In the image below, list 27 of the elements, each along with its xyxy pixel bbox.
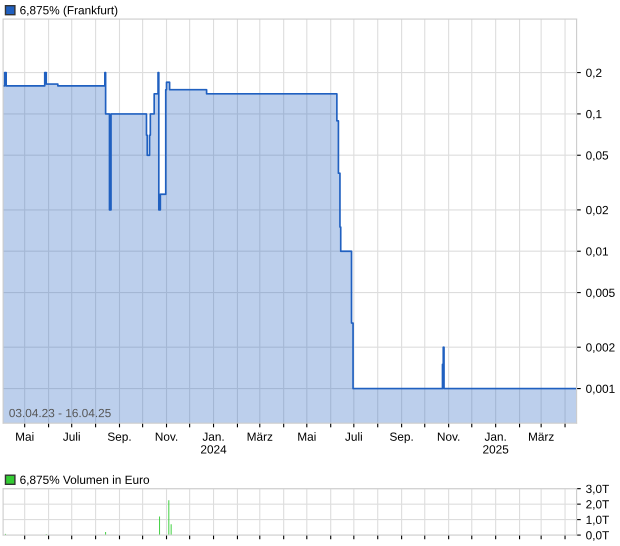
legend-label: 6,875% Volumen in Euro — [20, 475, 150, 486]
y-tick-label: 0,001 — [586, 384, 615, 394]
y-tick-label: 0,005 — [586, 288, 615, 298]
x-tick-label: Juli — [345, 432, 362, 441]
y-tick-label: 0,1 — [586, 110, 602, 120]
y-tick-label: 2,0T — [586, 500, 609, 510]
x-tick-label: Sep. — [390, 432, 413, 444]
y-tick-label: 0,01 — [586, 247, 608, 258]
x-tick-label: Nov. — [156, 432, 178, 441]
y-tick-label: 1,0T — [586, 516, 609, 526]
x-tick-label: März — [248, 432, 272, 441]
x-tick-label: März — [528, 432, 554, 441]
y-tick-label: 0,05 — [586, 151, 608, 162]
x-tick-label: Mai — [16, 432, 34, 441]
annotation: 03.04.23 - 16.04.25 — [9, 408, 111, 418]
x-tick-label: Sep. — [108, 432, 131, 444]
y-tick-label: 0,02 — [586, 206, 608, 216]
legend-label: 6,875% (Frankfurt) — [20, 6, 118, 17]
x-tick-label: Mai — [298, 432, 316, 441]
x-tick-label: Jan. 2025 — [483, 432, 508, 454]
x-tick-label: Jan. 2024 — [201, 432, 226, 454]
y-tick-label: 0,002 — [586, 343, 615, 354]
x-tick-label: Juli — [63, 432, 80, 441]
y-tick-label: 0,2 — [586, 68, 602, 78]
y-tick-label: 3,0T — [586, 484, 609, 494]
x-tick-label: Nov. — [438, 432, 460, 441]
y-tick-label: 0,0T — [586, 531, 609, 541]
